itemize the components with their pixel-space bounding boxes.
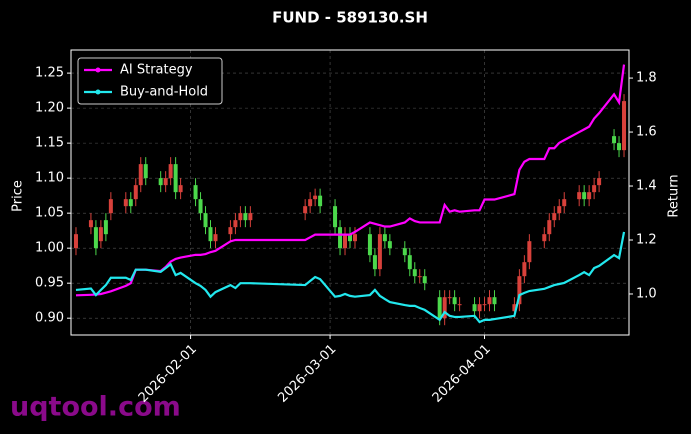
candle-body [407, 255, 412, 270]
candle-body [577, 192, 582, 200]
candle-body [387, 241, 392, 249]
candle-body [73, 234, 78, 249]
legend-marker [95, 67, 101, 73]
candle-body [422, 276, 427, 284]
y-tick-label: 1.00 [35, 241, 64, 256]
candle-body [542, 234, 547, 242]
candle-body [308, 199, 313, 207]
candle-body [522, 262, 527, 277]
candle-body [372, 255, 377, 270]
candle-body [178, 185, 183, 193]
candle-body [597, 178, 602, 186]
candle-body [402, 248, 407, 256]
candle-body [622, 101, 627, 151]
candle-body [557, 206, 562, 214]
candle-body [487, 297, 492, 305]
candle-body [128, 199, 133, 207]
candle-body [233, 220, 238, 228]
legend-label: Buy-and-Hold [120, 85, 208, 100]
candle-body [98, 227, 103, 242]
candle-body [198, 199, 203, 214]
candle-body [552, 213, 557, 221]
candle-body [228, 227, 233, 235]
candle-body [88, 220, 93, 228]
candle-body [517, 276, 522, 305]
candle-body [592, 185, 597, 193]
y2-tick-label: 1.8 [636, 71, 657, 86]
candle-body [123, 199, 128, 207]
chart-title: FUND - 589130.SH [272, 9, 428, 27]
candle-body [173, 164, 178, 193]
candle-body [492, 297, 497, 305]
candle-body [133, 185, 138, 200]
series-line [75, 231, 626, 324]
candle-body [447, 297, 452, 299]
candle-body [208, 227, 213, 242]
candle-body [103, 220, 108, 235]
candle-body [367, 234, 372, 256]
candle-body [313, 195, 318, 200]
candle-body [442, 297, 447, 319]
candle-body [348, 234, 352, 242]
candle-body [412, 269, 417, 277]
candle-body [158, 178, 163, 186]
y2-tick-label: 1.2 [636, 233, 657, 248]
candle-body [203, 213, 208, 228]
y-axis-label: Price [11, 180, 26, 212]
y-tick-label: 1.20 [35, 101, 64, 116]
watermark: uqtool.com [10, 392, 181, 423]
candle-body [437, 297, 442, 319]
legend-label: AI Strategy [120, 63, 193, 78]
y-tick-label: 0.90 [35, 311, 64, 326]
candle-body [617, 143, 622, 151]
candle-body [143, 164, 148, 179]
candle-body [163, 178, 168, 186]
candle-body [352, 234, 357, 242]
candle-body [527, 241, 532, 263]
candle-body [512, 304, 517, 312]
y-tick-label: 1.15 [35, 136, 64, 151]
candle-body [248, 213, 253, 221]
candle-body [138, 164, 143, 186]
y-tick-label: 0.95 [35, 276, 64, 291]
candle-body [303, 206, 308, 214]
candle-body [213, 234, 218, 242]
candle-body [243, 213, 248, 221]
candle-body [562, 199, 567, 207]
y2-tick-label: 1.6 [636, 125, 657, 140]
y2-axis-label: Return [667, 174, 682, 217]
candle-body [452, 297, 457, 305]
candle-body [472, 304, 477, 312]
candle-body [338, 227, 343, 249]
candle-body [482, 304, 487, 306]
candle-body [333, 206, 338, 228]
y-tick-label: 1.25 [35, 66, 64, 81]
candle-body [477, 304, 482, 312]
candle-body [582, 192, 587, 200]
candle-body [193, 185, 198, 200]
y-tick-label: 1.05 [35, 206, 64, 221]
candle-body [612, 136, 617, 144]
candle-body [457, 304, 462, 306]
candle-body [377, 234, 382, 270]
legend-marker [95, 89, 101, 95]
candle-body [93, 227, 98, 249]
candle-body [108, 199, 113, 214]
candle-body [168, 164, 173, 179]
candle-body [417, 276, 422, 278]
y2-tick-label: 1.4 [636, 179, 657, 194]
candle-body [547, 220, 552, 235]
y2-tick-label: 1.0 [636, 286, 657, 301]
candle-body [587, 192, 592, 200]
candle-body [318, 195, 323, 207]
plot-frame [70, 49, 630, 336]
legend-box [77, 57, 223, 105]
candle-body [382, 234, 387, 242]
y-tick-label: 1.10 [35, 171, 64, 186]
candle-body [238, 213, 243, 221]
candle-body [343, 234, 348, 249]
